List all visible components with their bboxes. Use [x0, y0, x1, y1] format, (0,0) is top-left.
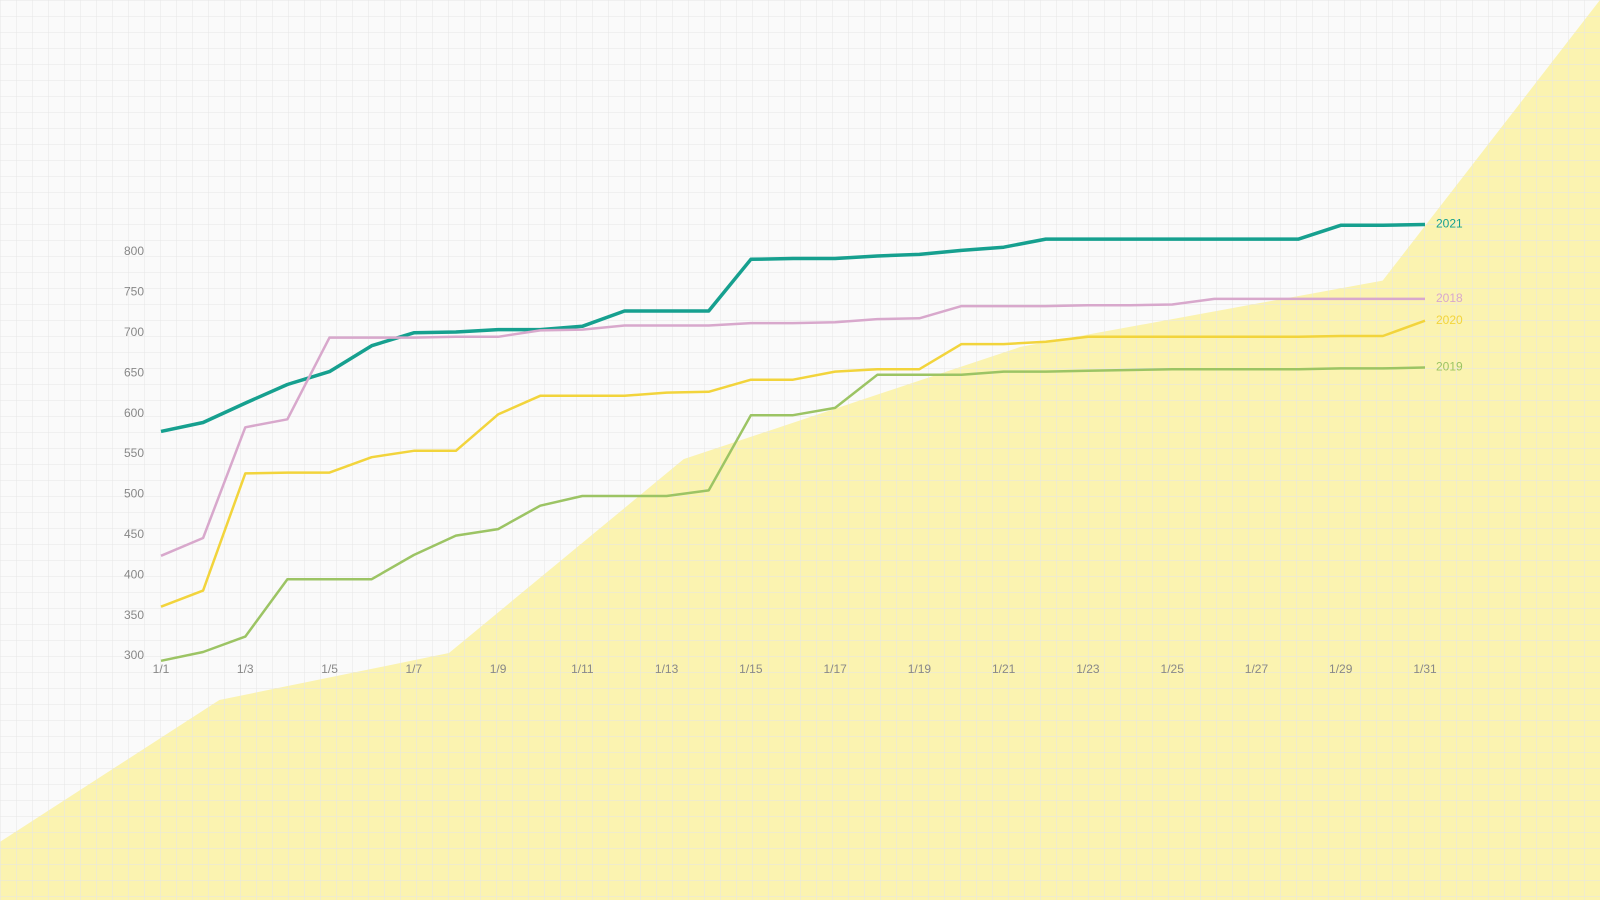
- x-tick-label: 1/25: [1161, 662, 1185, 676]
- y-tick-label: 650: [124, 365, 144, 379]
- x-tick-label: 1/19: [908, 662, 932, 676]
- y-tick-label: 500: [124, 487, 144, 501]
- series-label: 2021: [1436, 217, 1463, 231]
- y-tick-label: 550: [124, 446, 144, 460]
- y-tick-label: 600: [124, 406, 144, 420]
- x-tick-label: 1/15: [739, 662, 763, 676]
- x-tick-label: 1/17: [823, 662, 847, 676]
- y-tick-label: 400: [124, 567, 144, 581]
- y-tick-label: 350: [124, 608, 144, 622]
- y-tick-label: 300: [124, 648, 144, 662]
- series-line: [160, 222, 1426, 434]
- y-tick-label: 450: [124, 527, 144, 541]
- x-tick-label: 1/5: [321, 662, 338, 676]
- y-tick-label: 700: [124, 325, 144, 339]
- series-label: 2018: [1436, 291, 1463, 305]
- x-tick-label: 1/9: [490, 662, 507, 676]
- x-tick-label: 1/13: [655, 662, 679, 676]
- series-label: 2020: [1436, 313, 1463, 327]
- series-label: 2019: [1436, 360, 1463, 374]
- x-tick-label: 1/3: [237, 662, 254, 676]
- x-tick-label: 1/29: [1329, 662, 1353, 676]
- y-tick-label: 750: [124, 285, 144, 299]
- series-line: [160, 297, 1425, 557]
- x-tick-label: 1/27: [1245, 662, 1269, 676]
- x-tick-label: 1/11: [571, 662, 594, 676]
- series-line: [160, 366, 1426, 663]
- y-tick-label: 800: [124, 244, 144, 258]
- x-tick-label: 1/21: [992, 662, 1016, 676]
- series-line: [160, 319, 1426, 608]
- x-tick-label: 1/7: [405, 662, 422, 676]
- x-tick-label: 1/23: [1076, 662, 1100, 676]
- x-tick-label: 1/1: [153, 662, 170, 676]
- x-tick-label: 1/31: [1413, 662, 1437, 676]
